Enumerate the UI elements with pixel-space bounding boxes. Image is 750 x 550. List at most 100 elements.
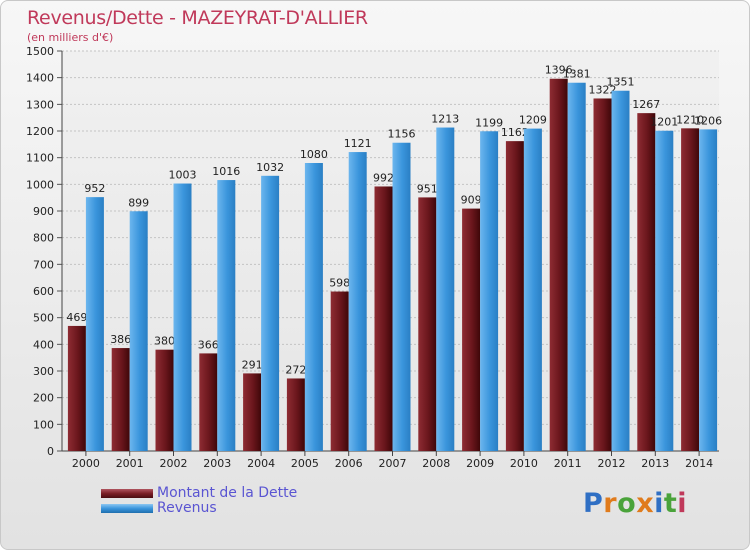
- data-label-debt: 1322: [589, 83, 617, 96]
- logo-letter: r: [603, 488, 618, 519]
- bar-revenue: [304, 163, 323, 451]
- bar-revenue: [611, 90, 630, 451]
- bar-debt: [67, 325, 86, 451]
- chart-subtitle: (en milliers d'€): [27, 31, 114, 44]
- x-tick-label: 2008: [422, 457, 450, 470]
- y-tick-label: 400: [33, 338, 54, 351]
- y-tick-label: 800: [33, 232, 54, 245]
- bar-debt: [330, 291, 349, 451]
- data-label-debt: 992: [373, 171, 394, 184]
- bar-debt: [374, 186, 393, 451]
- y-tick-label: 200: [33, 392, 54, 405]
- bar-revenue: [173, 183, 192, 452]
- data-label-debt: 951: [417, 182, 438, 195]
- x-tick-label: 2012: [598, 457, 626, 470]
- bar-debt: [505, 141, 524, 451]
- x-tick-label: 2000: [72, 457, 100, 470]
- y-tick-label: 0: [47, 445, 54, 458]
- bar-revenue: [261, 175, 280, 452]
- y-tick-label: 100: [33, 418, 54, 431]
- y-tick-label: 500: [33, 312, 54, 325]
- data-label-revenue: 1351: [607, 76, 635, 89]
- data-label-revenue: 1206: [694, 114, 722, 127]
- data-label-debt: 1396: [545, 64, 573, 77]
- bar-revenue: [699, 129, 718, 451]
- x-tick-label: 2007: [379, 457, 407, 470]
- data-label-revenue: 1016: [212, 165, 240, 178]
- bar-debt: [155, 349, 174, 451]
- bar-revenue: [392, 142, 411, 451]
- data-label-revenue: 1199: [475, 116, 503, 129]
- data-label-debt: 386: [110, 333, 131, 346]
- legend-swatch-debt: [101, 489, 153, 498]
- x-tick-label: 2011: [554, 457, 582, 470]
- y-tick-label: 700: [33, 258, 54, 271]
- logo-letter: x: [636, 488, 655, 519]
- logo-letter: i: [654, 488, 664, 519]
- data-label-debt: 909: [461, 194, 482, 207]
- logo-letter: P: [583, 488, 604, 519]
- data-label-revenue: 1003: [169, 169, 197, 182]
- data-label-debt: 291: [242, 358, 263, 371]
- bar-revenue: [436, 127, 455, 452]
- legend: Montant de la Dette Revenus: [101, 485, 361, 517]
- data-label-debt: 598: [329, 277, 350, 290]
- bar-debt: [418, 197, 437, 451]
- legend-item-debt: Montant de la Dette: [101, 485, 361, 502]
- bar-debt: [111, 348, 130, 451]
- y-tick-label: 1200: [26, 125, 54, 138]
- data-label-debt: 1210: [676, 113, 704, 126]
- bar-debt: [593, 98, 612, 451]
- bar-revenue: [523, 128, 542, 451]
- y-tick-label: 300: [33, 365, 54, 378]
- data-label-revenue: 1121: [344, 137, 372, 150]
- y-tick-label: 600: [33, 285, 54, 298]
- data-label-revenue: 1032: [256, 161, 284, 174]
- x-tick-label: 2003: [203, 457, 231, 470]
- x-tick-label: 2010: [510, 457, 538, 470]
- bar-debt: [243, 373, 262, 451]
- data-label-revenue: 1209: [519, 114, 547, 127]
- data-label-debt: 1162: [501, 126, 529, 139]
- bar-debt: [681, 128, 700, 451]
- data-label-revenue: 899: [128, 196, 149, 209]
- bar-revenue: [85, 197, 104, 451]
- logo-letter: t: [663, 488, 678, 519]
- proxiti-logo: Proxiti: [583, 488, 687, 519]
- bar-revenue: [655, 130, 674, 451]
- legend-swatch-revenue: [101, 504, 153, 513]
- bar-revenue: [567, 82, 586, 451]
- data-label-revenue: 1381: [563, 68, 591, 81]
- data-label-debt: 1267: [632, 98, 660, 111]
- chart-title: Revenus/Dette - MAZEYRAT-D'ALLIER: [27, 7, 368, 29]
- bar-debt: [286, 378, 305, 451]
- data-label-debt: 366: [198, 338, 219, 351]
- y-tick-label: 1400: [26, 72, 54, 85]
- y-tick-label: 1300: [26, 98, 54, 111]
- data-label-revenue: 1213: [431, 113, 459, 126]
- data-label-revenue: 1080: [300, 148, 328, 161]
- data-label-revenue: 1201: [650, 116, 678, 129]
- y-tick-label: 1500: [26, 45, 54, 58]
- x-tick-label: 2006: [335, 457, 363, 470]
- bar-revenue: [348, 152, 367, 452]
- legend-item-revenue: Revenus: [101, 500, 361, 517]
- bar-revenue: [217, 180, 236, 452]
- bar-debt: [462, 208, 481, 451]
- bar-debt: [637, 113, 656, 451]
- x-tick-label: 2001: [116, 457, 144, 470]
- logo-letter: o: [617, 488, 637, 519]
- x-tick-label: 2013: [641, 457, 669, 470]
- bar-revenue: [129, 211, 148, 451]
- data-label-debt: 469: [66, 311, 87, 324]
- x-tick-label: 2005: [291, 457, 319, 470]
- bar-revenue: [480, 131, 499, 451]
- x-tick-label: 2014: [685, 457, 713, 470]
- x-tick-label: 2004: [247, 457, 275, 470]
- x-tick-label: 2009: [466, 457, 494, 470]
- legend-label-revenue: Revenus: [157, 500, 217, 516]
- data-label-debt: 380: [154, 335, 175, 348]
- y-tick-label: 1100: [26, 152, 54, 165]
